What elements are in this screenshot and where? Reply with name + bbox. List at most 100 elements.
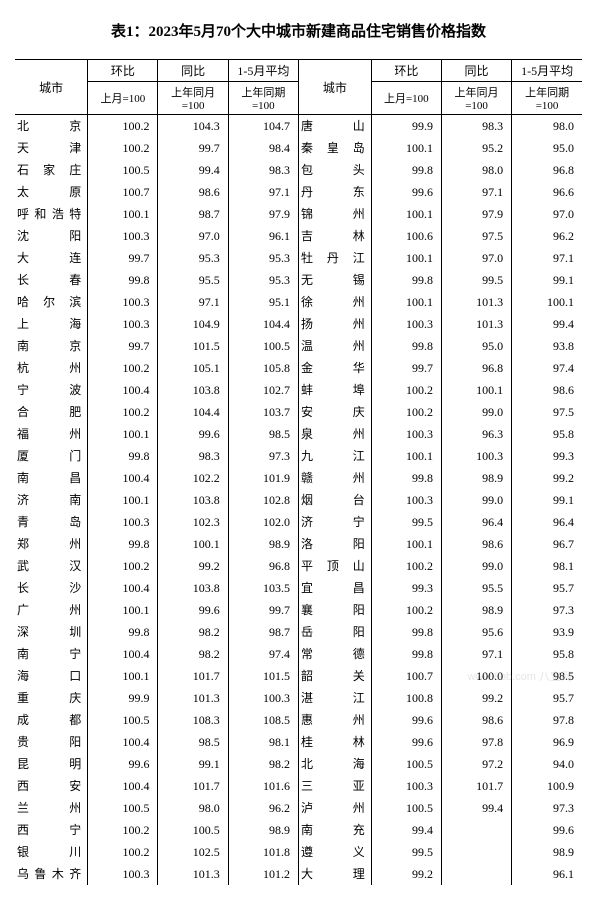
city-cell: 秦 皇 岛 xyxy=(298,137,371,159)
city-cell: 锦 州 xyxy=(298,203,371,225)
city-cell: 大 理 xyxy=(298,863,371,885)
mom-cell: 100.4 xyxy=(88,467,158,489)
table-row: 厦 门99.898.397.3九 江100.1100.399.3 xyxy=(15,445,582,467)
mom-cell: 100.2 xyxy=(371,599,441,621)
avg-cell: 101.9 xyxy=(228,467,298,489)
yoy-cell: 99.2 xyxy=(158,555,228,577)
city-cell: 常 德 xyxy=(298,643,371,665)
yoy-cell: 97.1 xyxy=(158,291,228,313)
mom-cell: 99.5 xyxy=(371,511,441,533)
city-cell: 深 圳 xyxy=(15,621,88,643)
yoy-cell xyxy=(441,841,511,863)
yoy-cell: 97.1 xyxy=(441,181,511,203)
avg-cell: 105.8 xyxy=(228,357,298,379)
mom-cell: 99.8 xyxy=(371,621,441,643)
subheader-mom-right: 上月=100 xyxy=(371,82,441,115)
avg-cell: 99.1 xyxy=(512,269,582,291)
city-cell: 兰 州 xyxy=(15,797,88,819)
yoy-cell: 100.1 xyxy=(441,379,511,401)
yoy-cell: 99.0 xyxy=(441,555,511,577)
city-cell: 岳 阳 xyxy=(298,621,371,643)
table-title: 表1：2023年5月70个大中城市新建商品住宅销售价格指数 xyxy=(15,20,582,41)
city-cell: 沈 阳 xyxy=(15,225,88,247)
subheader-avg-right: 上年同期=100 xyxy=(512,82,582,115)
table-row: 天 津100.299.798.4秦 皇 岛100.195.295.0 xyxy=(15,137,582,159)
yoy-cell: 96.8 xyxy=(441,357,511,379)
city-cell: 海 口 xyxy=(15,665,88,687)
mom-cell: 100.2 xyxy=(88,137,158,159)
header-city-left: 城市 xyxy=(15,60,88,115)
avg-cell: 95.0 xyxy=(512,137,582,159)
avg-cell: 95.7 xyxy=(512,687,582,709)
avg-cell: 96.8 xyxy=(512,159,582,181)
yoy-cell: 95.5 xyxy=(441,577,511,599)
city-cell: 上 海 xyxy=(15,313,88,335)
avg-cell: 97.3 xyxy=(228,445,298,467)
mom-cell: 100.1 xyxy=(88,599,158,621)
avg-cell: 98.0 xyxy=(512,115,582,138)
mom-cell: 100.3 xyxy=(88,291,158,313)
yoy-cell: 97.5 xyxy=(441,225,511,247)
table-row: 上 海100.3104.9104.4扬 州100.3101.399.4 xyxy=(15,313,582,335)
city-cell: 扬 州 xyxy=(298,313,371,335)
city-cell: 长 春 xyxy=(15,269,88,291)
avg-cell: 94.0 xyxy=(512,753,582,775)
yoy-cell: 97.2 xyxy=(441,753,511,775)
mom-cell: 99.8 xyxy=(88,533,158,555)
mom-cell: 100.4 xyxy=(88,775,158,797)
yoy-cell: 101.7 xyxy=(441,775,511,797)
avg-cell: 104.4 xyxy=(228,313,298,335)
avg-cell: 98.1 xyxy=(512,555,582,577)
mom-cell: 99.7 xyxy=(371,357,441,379)
table-row: 哈 尔 滨100.397.195.1徐 州100.1101.3100.1 xyxy=(15,291,582,313)
yoy-cell: 100.1 xyxy=(158,533,228,555)
yoy-cell: 99.5 xyxy=(441,269,511,291)
table-row: 杭 州100.2105.1105.8金 华99.796.897.4 xyxy=(15,357,582,379)
mom-cell: 99.9 xyxy=(88,687,158,709)
yoy-cell: 105.1 xyxy=(158,357,228,379)
avg-cell: 93.9 xyxy=(512,621,582,643)
mom-cell: 100.4 xyxy=(88,643,158,665)
city-cell: 宜 昌 xyxy=(298,577,371,599)
city-cell: 青 岛 xyxy=(15,511,88,533)
table-row: 南 昌100.4102.2101.9赣 州99.898.999.2 xyxy=(15,467,582,489)
city-cell: 杭 州 xyxy=(15,357,88,379)
mom-cell: 100.1 xyxy=(88,665,158,687)
city-cell: 昆 明 xyxy=(15,753,88,775)
yoy-cell: 103.8 xyxy=(158,577,228,599)
city-cell: 牡 丹 江 xyxy=(298,247,371,269)
header-mom-right: 环比 xyxy=(371,60,441,82)
table-row: 昆 明99.699.198.2北 海100.597.294.0 xyxy=(15,753,582,775)
table-row: 武 汉100.299.296.8平 顶 山100.299.098.1 xyxy=(15,555,582,577)
mom-cell: 99.8 xyxy=(88,269,158,291)
yoy-cell: 101.3 xyxy=(441,313,511,335)
mom-cell: 100.2 xyxy=(88,819,158,841)
avg-cell: 101.8 xyxy=(228,841,298,863)
table-row: 宁 波100.4103.8102.7蚌 埠100.2100.198.6 xyxy=(15,379,582,401)
yoy-cell xyxy=(441,819,511,841)
avg-cell: 102.0 xyxy=(228,511,298,533)
mom-cell: 100.3 xyxy=(88,313,158,335)
city-cell: 天 津 xyxy=(15,137,88,159)
city-cell: 福 州 xyxy=(15,423,88,445)
yoy-cell: 101.7 xyxy=(158,775,228,797)
city-cell: 北 海 xyxy=(298,753,371,775)
mom-cell: 100.3 xyxy=(88,863,158,885)
mom-cell: 99.5 xyxy=(371,841,441,863)
yoy-cell: 102.3 xyxy=(158,511,228,533)
yoy-cell: 95.6 xyxy=(441,621,511,643)
avg-cell: 96.2 xyxy=(512,225,582,247)
table-row: 南 京99.7101.5100.5温 州99.895.093.8 xyxy=(15,335,582,357)
yoy-cell: 98.0 xyxy=(158,797,228,819)
avg-cell: 98.9 xyxy=(512,841,582,863)
yoy-cell: 95.3 xyxy=(158,247,228,269)
city-cell: 银 川 xyxy=(15,841,88,863)
avg-cell: 95.7 xyxy=(512,577,582,599)
yoy-cell: 98.2 xyxy=(158,621,228,643)
yoy-cell: 104.3 xyxy=(158,115,228,138)
city-cell: 吉 林 xyxy=(298,225,371,247)
yoy-cell: 103.8 xyxy=(158,489,228,511)
avg-cell: 97.1 xyxy=(228,181,298,203)
mom-cell: 100.5 xyxy=(371,753,441,775)
mom-cell: 100.8 xyxy=(371,687,441,709)
